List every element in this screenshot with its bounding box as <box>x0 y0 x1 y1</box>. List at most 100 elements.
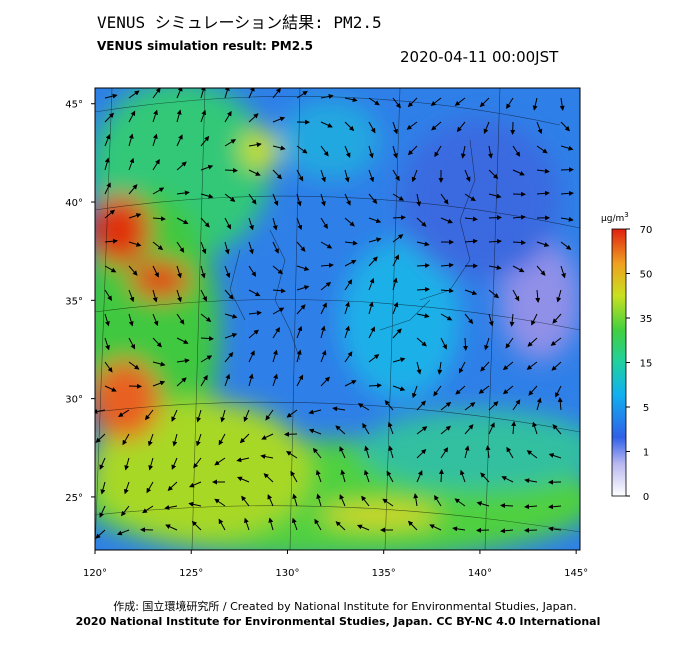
wind-arrow <box>344 97 358 103</box>
wind-arrow <box>407 97 418 108</box>
wind-arrow <box>488 238 502 244</box>
colorbar-label: 1 <box>643 448 649 459</box>
wind-arrow <box>236 457 250 463</box>
wind-arrow <box>416 337 427 347</box>
wind-arrow <box>320 376 330 387</box>
wind-arrow <box>536 168 550 174</box>
wind-arrow <box>176 241 185 253</box>
wind-arrow <box>440 288 454 294</box>
wind-arrow <box>550 337 562 346</box>
wind-arrow <box>362 422 370 435</box>
wind-arrow <box>244 517 250 531</box>
wind-arrow <box>176 313 185 325</box>
wind-arrow <box>104 93 118 99</box>
wind-arrow <box>320 262 334 268</box>
wind-arrow <box>224 193 236 202</box>
wind-arrow <box>526 361 538 370</box>
wind-arrow <box>344 145 351 158</box>
wind-arrow <box>532 421 538 435</box>
wind-arrow <box>224 241 230 255</box>
colorbar-label: 15 <box>640 359 653 370</box>
wind-arrow <box>248 193 257 205</box>
wind-arrow <box>200 289 207 302</box>
wind-arrow <box>171 409 178 422</box>
wind-arrow <box>368 169 375 183</box>
wind-arrow <box>463 337 469 351</box>
wind-arrow <box>104 182 111 195</box>
wind-arrow <box>224 110 232 123</box>
wind-arrow <box>512 289 520 302</box>
wind-arrow <box>128 313 134 327</box>
unit-sup: 3 <box>624 211 628 219</box>
wind-arrow <box>456 121 466 133</box>
wind-arrow <box>430 97 442 106</box>
wind-arrow <box>548 526 562 532</box>
wind-arrow <box>512 145 521 157</box>
wind-arrow <box>218 518 226 531</box>
wind-arrow <box>512 240 526 246</box>
wind-arrow <box>392 97 401 109</box>
wind-arrow <box>312 447 322 459</box>
wind-arrow <box>164 505 178 510</box>
wind-arrow <box>248 169 261 176</box>
wind-arrow <box>368 277 375 291</box>
wind-arrow <box>224 352 234 363</box>
colorbar-unit: µg/m3 <box>601 211 629 224</box>
y-tick-label: 25° <box>65 493 83 504</box>
colorbar-label: 5 <box>643 403 649 414</box>
wind-arrow <box>176 337 189 344</box>
wind-arrow <box>176 161 187 171</box>
wind-arrow <box>344 301 350 315</box>
wind-arrow <box>286 450 298 459</box>
wind-arrow <box>364 445 370 459</box>
wind-arrow <box>434 145 442 158</box>
wind-arrow <box>196 409 202 423</box>
wind-arrow <box>392 277 398 291</box>
wind-arrow <box>548 453 562 459</box>
wind-arrow <box>555 385 562 398</box>
wind-arrow <box>368 145 374 159</box>
wind-arrow <box>368 193 378 205</box>
wind-arrow <box>296 193 302 207</box>
x-tick-label: 120° <box>83 568 107 579</box>
copyright: 2020 National Institute for Environmenta… <box>76 615 601 628</box>
wind-arrow <box>99 457 106 470</box>
wind-arrow <box>357 524 370 531</box>
wind-arrow <box>99 505 106 518</box>
wind-arrow <box>296 217 303 231</box>
wind-arrow <box>272 288 286 294</box>
wind-arrow <box>104 313 110 327</box>
wind-arrow <box>176 358 190 364</box>
wind-arrow <box>224 313 238 319</box>
wind-arrow <box>500 528 514 534</box>
wind-arrow <box>272 193 279 207</box>
wind-arrow <box>416 263 430 269</box>
wind-arrow <box>263 473 274 483</box>
wind-arrow <box>128 337 136 350</box>
wind-arrow <box>339 446 346 459</box>
wind-arrow <box>458 361 466 374</box>
wind-arrow <box>487 145 493 159</box>
wind-arrow <box>248 373 254 387</box>
wind-arrow <box>431 121 442 131</box>
colorbar-label: 50 <box>640 270 653 281</box>
wind-arrow <box>368 326 375 339</box>
wind-arrow <box>505 337 514 349</box>
wind-arrow <box>100 481 106 495</box>
wind-arrow <box>392 193 405 201</box>
wind-arrow <box>196 433 202 447</box>
x-tick-label: 145° <box>564 568 588 579</box>
wind-arrow <box>148 457 154 471</box>
wind-arrow <box>296 285 310 291</box>
wind-arrow <box>512 169 525 176</box>
wind-arrow <box>536 145 548 154</box>
wind-arrow <box>536 265 546 276</box>
wind-arrow <box>243 409 250 423</box>
wind-arrow <box>478 385 490 394</box>
wind-arrow <box>368 97 380 106</box>
wind-arrow <box>128 289 135 303</box>
wind-arrow <box>386 470 394 483</box>
wind-arrow <box>268 517 274 531</box>
wind-arrow <box>488 265 502 270</box>
wind-arrow <box>433 385 442 397</box>
